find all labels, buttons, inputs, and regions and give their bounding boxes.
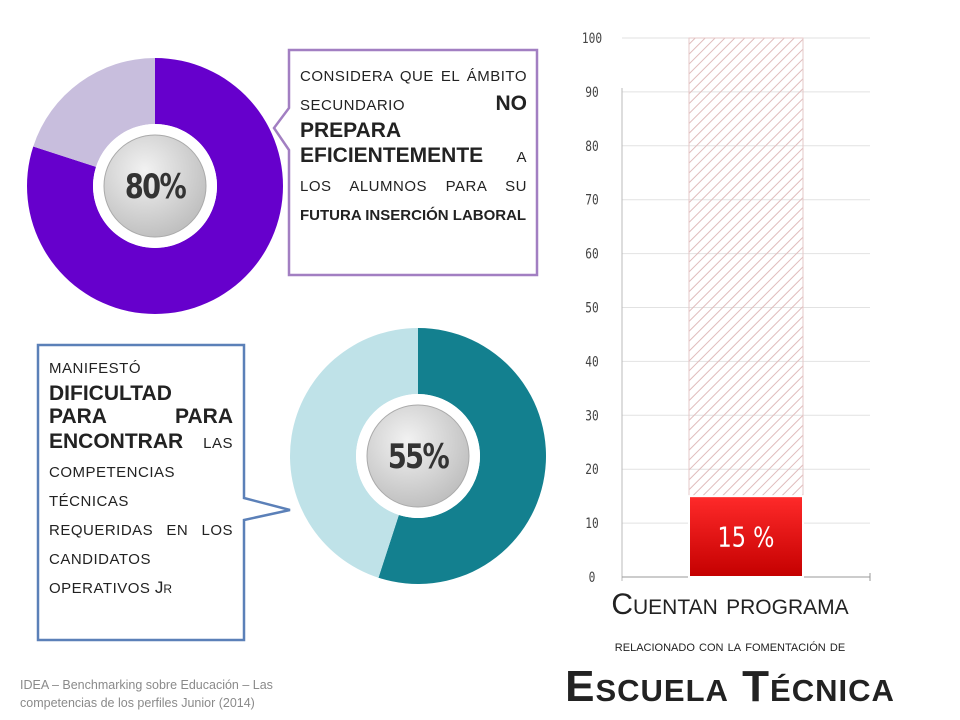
y-tick-label: 70 [585,191,598,208]
hub [103,134,207,238]
callout-box [272,48,539,277]
bar [688,495,804,578]
donut-slice [289,328,418,578]
callout-part: CONSIDERA QUE EL ÁMBITO SECUNDARIO [300,68,527,114]
bar [688,37,804,578]
y-tick-label: 20 [585,461,598,478]
caption: relacionado con la fomentación de [614,638,846,655]
y-tick-label: 10 [585,515,598,532]
callout-part: Jr [154,578,173,597]
hub [366,404,470,508]
callout-part: A LOS ALUMNOS PARA SU [300,149,527,195]
source: IDEA – Benchmarking sobre Educación – La… [20,678,273,710]
y-tick-label: 40 [585,353,598,370]
y-tick-label: 60 [585,245,598,262]
callout-box [36,343,291,642]
center-label: 80% [125,167,186,207]
donut-slice [33,58,155,167]
caption: Cuentan programa [611,588,849,621]
callout-part: LAS COMPETENCIAS TÉCNICAS REQUERIDAS EN … [49,435,233,597]
callout-text: MANIFESTÓ DIFICULTAD PARA PARA ENCONTRAR… [49,354,233,603]
callout-part: DIFICULTAD PARA PARA ENCONTRAR [49,382,233,453]
y-tick-label: 50 [585,299,598,316]
callout-part: NO PREPARA EFICIENTEMENTE [300,92,527,167]
y-tick-label: 30 [585,407,598,424]
y-tick-label: 90 [585,84,598,101]
callout-part: FUTURA INSERCIÓN LABORAL [300,207,527,224]
caption: Escuela Técnica [565,662,895,711]
y-tick-label: 100 [582,30,602,47]
callout-text: CONSIDERA QUE EL ÁMBITO SECUNDARIO NO PR… [300,62,527,230]
y-tick-label: 80 [585,138,598,155]
center-label: 55% [388,437,449,477]
y-tick-label: 0 [589,569,596,586]
donut-slice [378,328,547,584]
callout-part: MANIFESTÓ [49,360,142,377]
bar-label: 15 % [718,520,775,553]
donut-slice [26,58,284,314]
